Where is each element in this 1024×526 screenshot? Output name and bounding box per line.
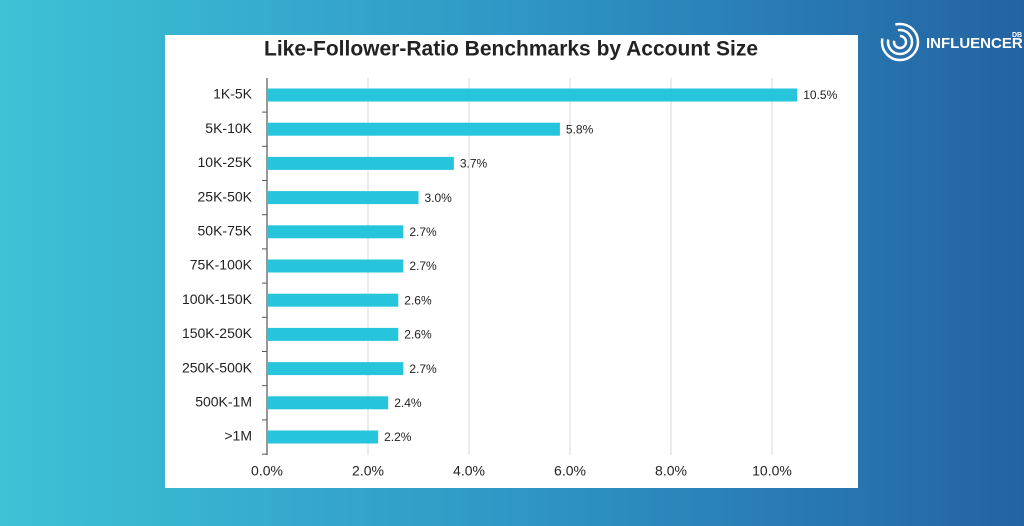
x-tick-label: 2.0% — [352, 463, 384, 479]
bar — [267, 259, 404, 273]
value-label: 2.6% — [404, 328, 432, 342]
x-tick-label: 0.0% — [251, 463, 283, 479]
bar — [267, 122, 560, 136]
value-label: 2.7% — [409, 225, 437, 239]
x-tick-label: 6.0% — [554, 463, 586, 479]
value-label: 2.7% — [409, 259, 437, 273]
y-tick-label: >1M — [224, 428, 252, 444]
logo: INFLUENCER DB — [880, 22, 1023, 62]
value-label: 2.4% — [394, 396, 422, 410]
y-tick-label: 500K-1M — [195, 394, 252, 410]
value-label: 3.0% — [425, 191, 453, 205]
value-label: 2.7% — [409, 362, 437, 376]
y-tick-label: 1K-5K — [213, 86, 253, 102]
bar — [267, 430, 379, 444]
y-tick-label: 50K-75K — [198, 223, 253, 239]
value-label: 10.5% — [803, 88, 837, 102]
value-label: 2.6% — [404, 293, 432, 307]
bar — [267, 327, 399, 341]
logo-icon — [886, 28, 914, 56]
bar — [267, 191, 419, 205]
value-label: 3.7% — [460, 157, 488, 171]
y-tick-label: 150K-250K — [182, 325, 253, 341]
bar — [267, 156, 454, 170]
y-tick-label: 75K-100K — [190, 257, 253, 273]
logo-icon — [892, 34, 908, 50]
y-tick-label: 100K-150K — [182, 291, 253, 307]
y-tick-label: 5K-10K — [205, 120, 252, 136]
chart-title: Like-Follower-Ratio Benchmarks by Accoun… — [264, 38, 758, 61]
logo-text: INFLUENCER — [926, 35, 1023, 52]
bar — [267, 225, 404, 239]
x-tick-label: 4.0% — [453, 463, 485, 479]
y-tick-label: 10K-25K — [198, 154, 253, 170]
value-label: 2.2% — [384, 430, 412, 444]
bar — [267, 362, 404, 376]
bar — [267, 293, 399, 307]
value-label: 5.8% — [566, 122, 594, 136]
x-tick-label: 8.0% — [655, 463, 687, 479]
y-tick-label: 250K-500K — [182, 359, 253, 375]
logo-icon — [880, 22, 920, 62]
bar — [267, 88, 798, 102]
bar — [267, 396, 389, 410]
y-tick-label: 25K-50K — [198, 188, 253, 204]
x-tick-label: 10.0% — [752, 463, 792, 479]
logo-sup: DB — [1012, 32, 1022, 39]
